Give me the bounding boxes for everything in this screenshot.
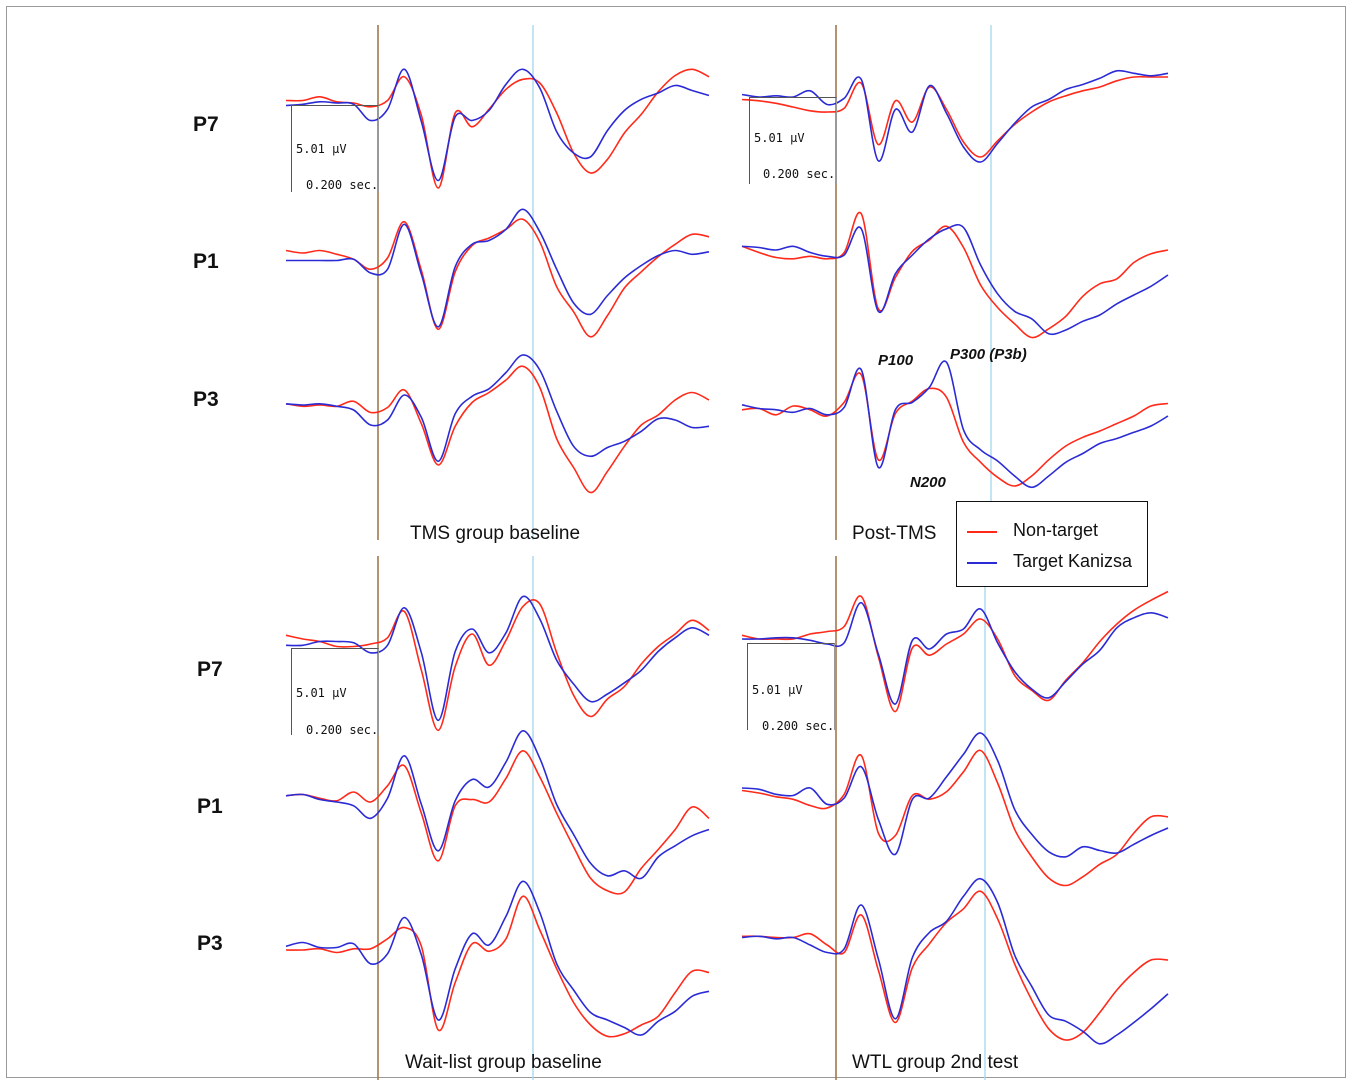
scale-box-tms-baseline <box>291 105 379 192</box>
panel-title-wtl-2nd-test: WTL group 2nd test <box>852 1052 1019 1073</box>
erp-series-p3-target-kanizsa <box>741 877 1169 1045</box>
scale-time-label: 0.200 sec. <box>306 178 379 192</box>
legend-swatch-blue <box>967 562 997 564</box>
scale-box-wtl-2nd-test <box>747 643 835 730</box>
erp-series-p1-target-kanizsa <box>741 732 1169 858</box>
erp-series-p3-target-kanizsa <box>285 354 710 463</box>
erp-series-p7-target-kanizsa <box>285 595 710 722</box>
erp-series-p3-target-kanizsa <box>741 360 1169 489</box>
scale-box-waitlist-baseline <box>291 648 379 735</box>
erp-series-p1-target-kanizsa <box>741 223 1169 336</box>
annotation-p300: P300 (P3b) <box>950 346 1027 363</box>
erp-series-p3-non-target <box>285 365 710 494</box>
electrode-label-p1-top: P1 <box>193 250 219 273</box>
legend-label: Non-target <box>1013 520 1099 540</box>
electrode-label-p7-bottom: P7 <box>197 658 223 681</box>
panel-title-tms-baseline: TMS group baseline <box>410 523 581 544</box>
electrode-label-p3-top: P3 <box>193 388 219 411</box>
scale-amplitude-label: 5.01 µV <box>754 131 805 145</box>
panel-title-waitlist-baseline: Wait-list group baseline <box>405 1052 602 1073</box>
annotation-p100: P100 <box>878 352 914 369</box>
erp-series-p1-non-target <box>285 750 710 895</box>
erp-series-p7-non-target <box>741 75 1168 158</box>
legend-label: Target Kanizsa <box>1013 551 1133 571</box>
legend: Non-target Target Kanizsa <box>956 501 1148 587</box>
scale-time-label: 0.200 sec. <box>306 723 379 737</box>
erp-series-p7-non-target <box>741 590 1169 713</box>
electrode-label-p3-bottom: P3 <box>197 932 223 955</box>
scale-amplitude-label: 5.01 µV <box>296 142 347 156</box>
erp-series-p3-target-kanizsa <box>285 880 710 1036</box>
erp-series-p1-non-target <box>741 749 1169 887</box>
erp-series-p3-non-target <box>741 890 1169 1041</box>
annotation-n200: N200 <box>910 474 946 491</box>
erp-series-p7-target-kanizsa <box>741 601 1169 705</box>
erp-series-p7-non-target <box>285 599 710 732</box>
figure-frame <box>6 6 1346 1078</box>
scale-amplitude-label: 5.01 µV <box>752 683 803 697</box>
electrode-label-p1-bottom: P1 <box>197 795 223 818</box>
erp-series-p1-target-kanizsa <box>285 208 710 328</box>
scale-amplitude-label: 5.01 µV <box>296 686 347 700</box>
erp-series-p3-non-target <box>741 372 1169 487</box>
erp-series-p1-non-target <box>741 211 1169 339</box>
scale-time-label: 0.200 sec. <box>762 719 835 733</box>
electrode-label-p7-top: P7 <box>193 113 219 136</box>
scale-box-post-tms <box>749 97 837 184</box>
panel-title-post-tms: Post-TMS <box>852 523 937 544</box>
legend-swatch-red <box>967 531 997 533</box>
erp-series-p7-target-kanizsa <box>741 69 1169 163</box>
scale-time-label: 0.200 sec. <box>763 167 836 181</box>
erp-series-p1-target-kanizsa <box>285 730 710 880</box>
erp-series-p3-non-target <box>285 895 710 1038</box>
